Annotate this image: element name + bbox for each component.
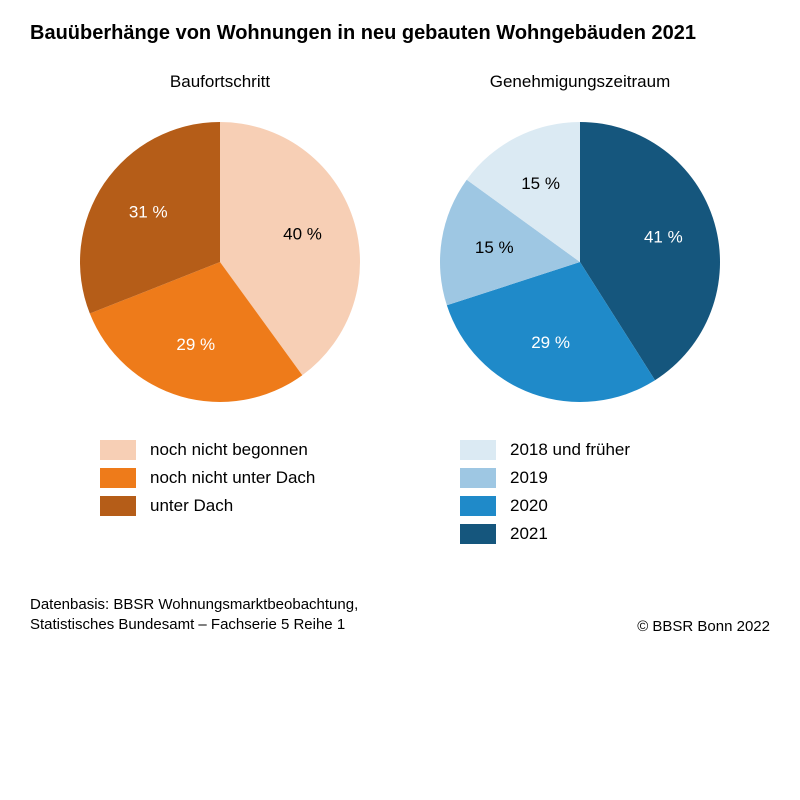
subtitle-left: Baufortschritt: [70, 72, 370, 92]
pie-slice-label: 15 %: [475, 238, 514, 257]
legend-swatch: [460, 468, 496, 488]
legend-swatch: [460, 524, 496, 544]
footer: Datenbasis: BBSR Wohnungsmarktbeobachtun…: [30, 595, 770, 636]
legend-label: 2020: [510, 496, 548, 516]
pie-chart-left: 40 % 29 % 31 %: [70, 112, 370, 412]
legend-item: 2021: [460, 524, 630, 544]
legend-label: 2018 und früher: [510, 440, 630, 460]
legend-swatch: [100, 440, 136, 460]
legend-item: noch nicht unter Dach: [100, 468, 315, 488]
legend-left: noch nicht begonnen noch nicht unter Dach…: [100, 440, 315, 524]
legend-item: noch nicht begonnen: [100, 440, 315, 460]
pie-slice-label: 40 %: [283, 225, 322, 244]
footer-source-line1: Datenbasis: BBSR Wohnungsmarktbeobachtun…: [30, 596, 358, 613]
legend-label: 2019: [510, 468, 548, 488]
legend-label: noch nicht unter Dach: [150, 468, 315, 488]
legend-item: 2019: [460, 468, 630, 488]
pie-slice-label: 41 %: [644, 227, 683, 246]
pie-chart-right: 41 % 29 % 15 % 15 %: [430, 112, 730, 412]
pie-slice-label: 29 %: [176, 335, 215, 354]
legend-swatch: [460, 440, 496, 460]
pie-slice-label: 29 %: [531, 333, 570, 352]
legend-item: 2020: [460, 496, 630, 516]
footer-source: Datenbasis: BBSR Wohnungsmarktbeobachtun…: [30, 595, 358, 636]
subtitle-right: Genehmigungszeitraum: [430, 72, 730, 92]
pie-slice-label: 31 %: [129, 203, 168, 222]
legend-right: 2018 und früher 2019 2020 2021: [460, 440, 630, 552]
legend-swatch: [460, 496, 496, 516]
legend-swatch: [100, 468, 136, 488]
chart-title: Bauüberhänge von Wohnungen in neu gebaut…: [30, 22, 696, 45]
legend-label: noch nicht begonnen: [150, 440, 308, 460]
footer-source-line2: Statistisches Bundesamt – Fachserie 5 Re…: [30, 616, 345, 633]
pie-slice-label: 15 %: [521, 174, 560, 193]
footer-copyright: © BBSR Bonn 2022: [637, 618, 770, 635]
legend-item: unter Dach: [100, 496, 315, 516]
legend-item: 2018 und früher: [460, 440, 630, 460]
legend-swatch: [100, 496, 136, 516]
legend-label: 2021: [510, 524, 548, 544]
legend-label: unter Dach: [150, 496, 233, 516]
